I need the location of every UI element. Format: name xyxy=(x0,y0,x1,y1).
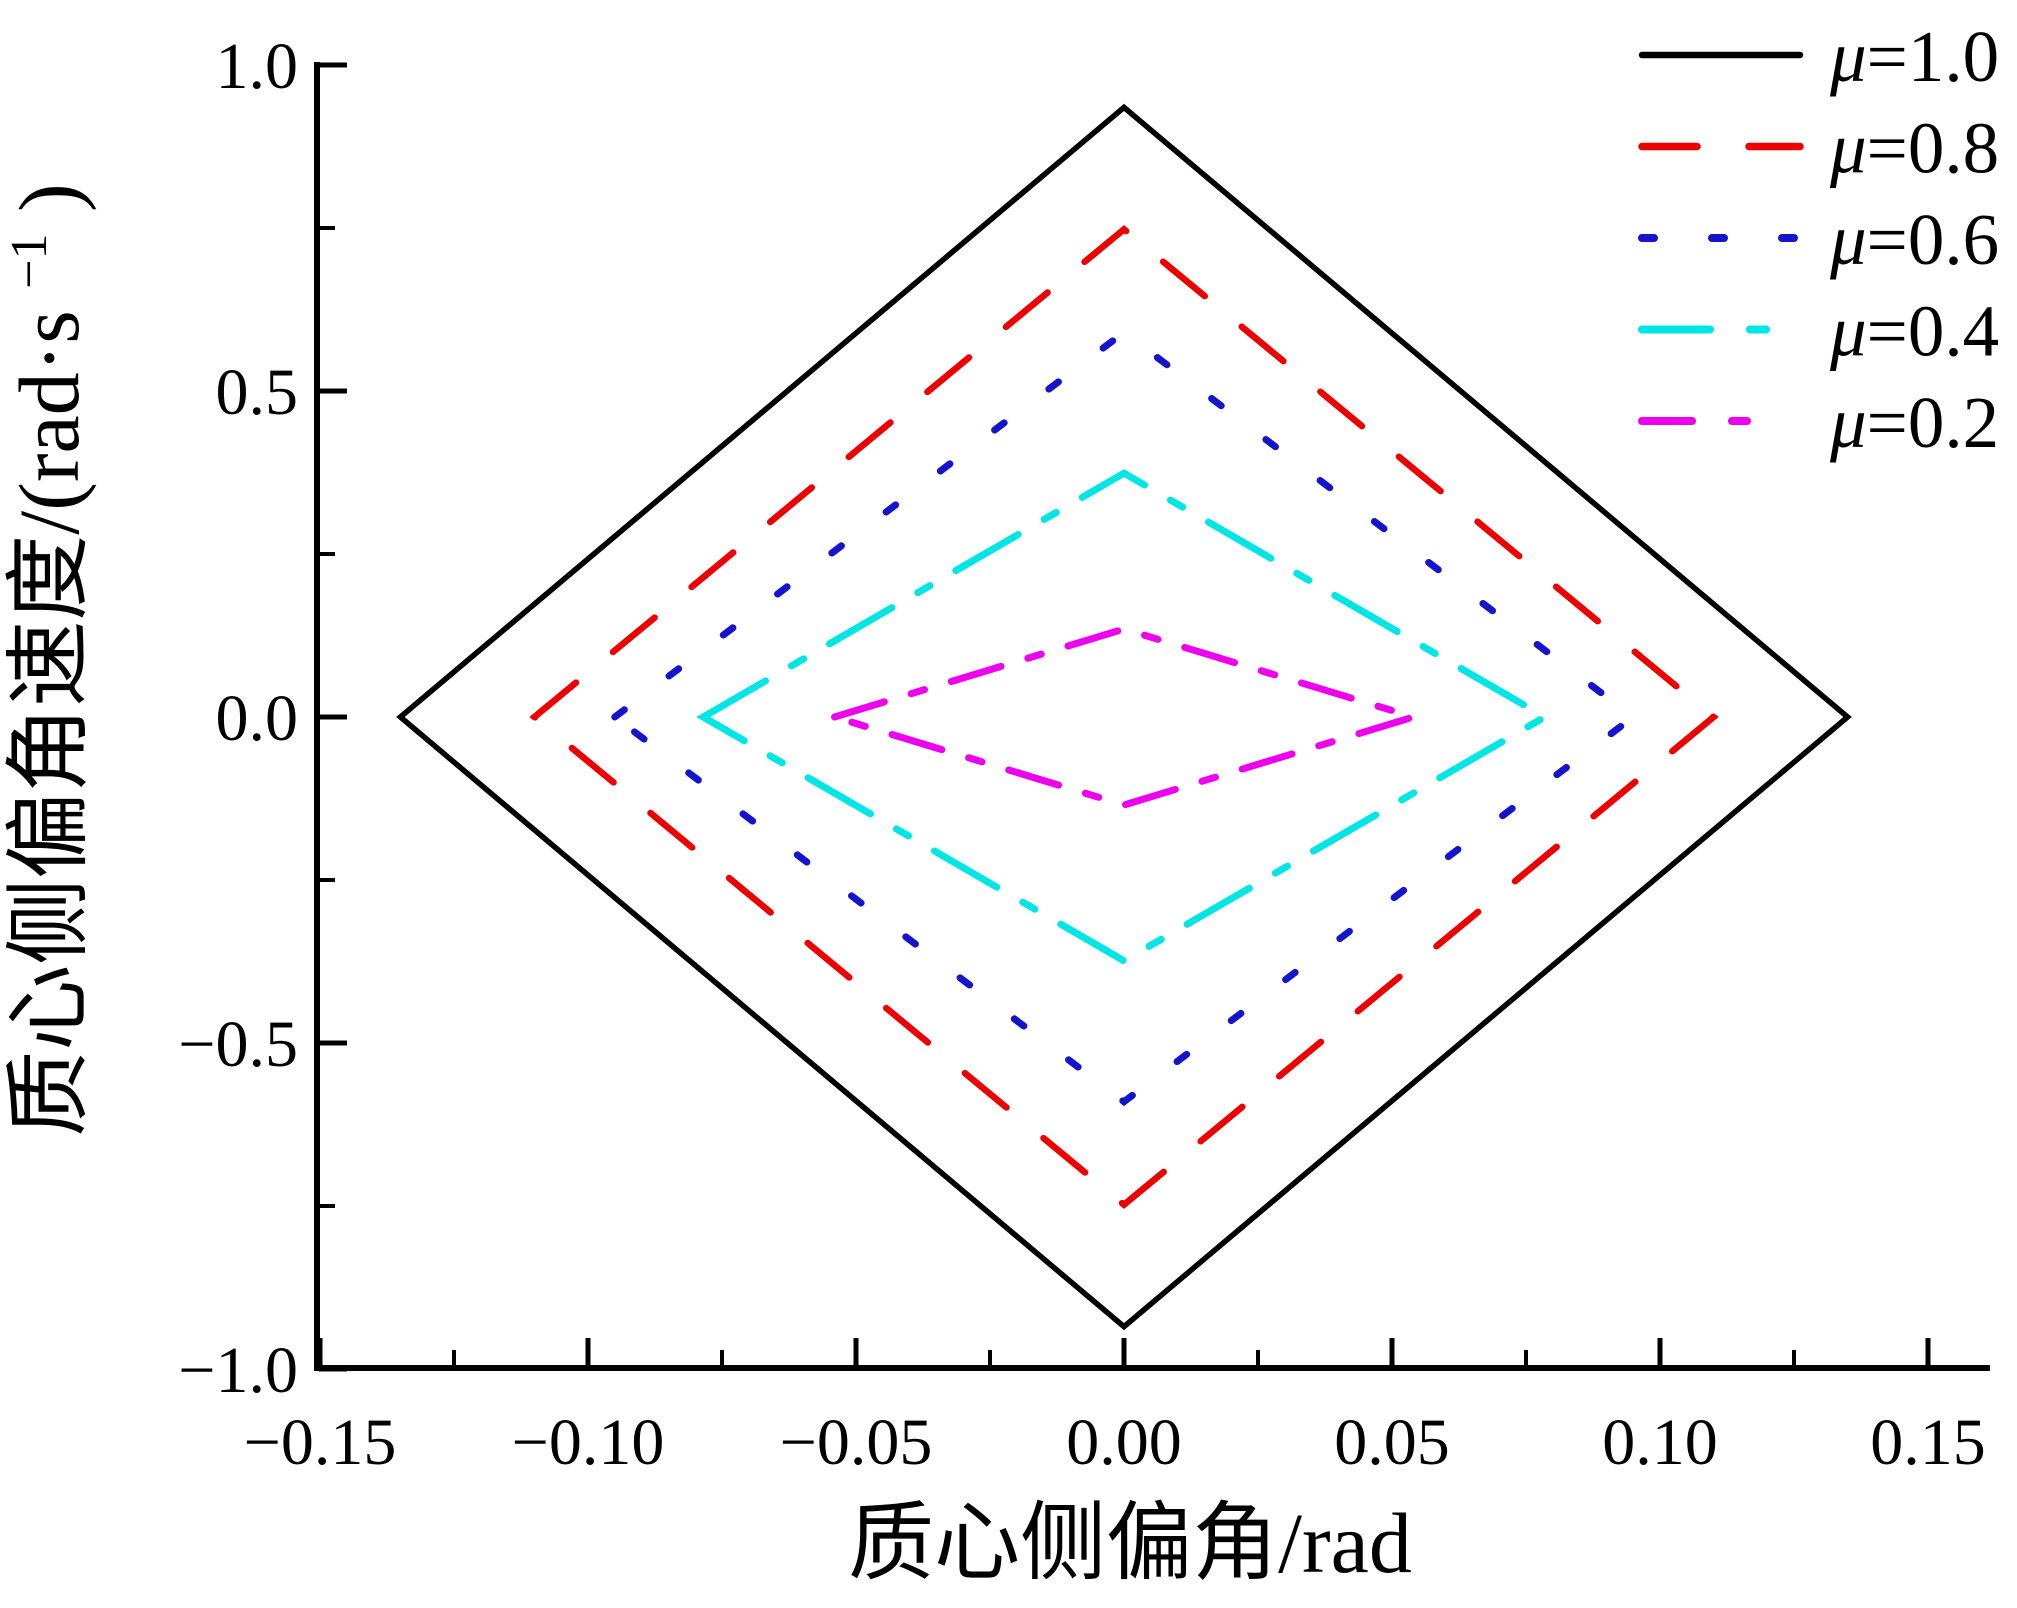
legend-mu-symbol: μ xyxy=(1829,199,1867,280)
x-tick-label: 0.15 xyxy=(1870,1406,1986,1479)
series-mu-0.6 xyxy=(608,327,1640,1107)
x-tick-label: 0.00 xyxy=(1066,1406,1182,1479)
legend-entry-mu-0.4: μ=0.4 xyxy=(1638,291,1999,372)
legend-mu-value: =1.0 xyxy=(1867,16,1999,97)
legend-label: μ=0.4 xyxy=(1829,291,1999,372)
legend-mu-value: =0.8 xyxy=(1867,108,1999,189)
legend-entry-mu-0.6: μ=0.6 xyxy=(1638,199,1999,280)
y-tick-label: 1.0 xyxy=(216,30,299,103)
legend-entry-mu-1.0: μ=1.0 xyxy=(1638,16,1999,97)
x-axis-ticks: −0.15 −0.10 −0.05 0.00 0.05 0.10 0.15 xyxy=(244,1338,1986,1479)
legend-entry-mu-0.2: μ=0.2 xyxy=(1638,382,1999,463)
y-axis-title: 质心侧偏角速度/(rad·s −1 ) xyxy=(0,183,97,1136)
x-tick-label: 0.05 xyxy=(1334,1406,1450,1479)
y-axis-title-main: 质心侧偏角速度/(rad·s xyxy=(1,310,97,1136)
y-axis-ticks: 1.0 0.5 0.0 −0.5 −1.0 xyxy=(178,30,347,1407)
y-tick-label: 0.0 xyxy=(216,682,299,755)
legend-label: μ=0.8 xyxy=(1829,108,1999,189)
series-group xyxy=(396,103,1852,1331)
legend-label: μ=0.6 xyxy=(1829,199,1999,280)
legend-mu-symbol: μ xyxy=(1829,16,1867,97)
legend-mu-symbol: μ xyxy=(1829,382,1867,463)
series-mu-0.4 xyxy=(696,469,1552,965)
y-axis-title-superscript: −1 xyxy=(1,233,58,288)
legend-label: μ=1.0 xyxy=(1829,16,1999,97)
x-tick-label: −0.10 xyxy=(512,1406,665,1479)
legend-mu-symbol: μ xyxy=(1829,108,1867,189)
legend-mu-value: =0.6 xyxy=(1867,199,1999,280)
x-tick-label: 0.10 xyxy=(1602,1406,1718,1479)
legend-label: μ=0.2 xyxy=(1829,382,1999,463)
x-tick-label: −0.05 xyxy=(780,1406,933,1479)
x-axis-title: 质心侧偏角/rad xyxy=(848,1495,1412,1591)
legend-mu-value: =0.2 xyxy=(1867,382,1999,463)
x-tick-label: −0.15 xyxy=(244,1406,397,1479)
legend-mu-value: =0.4 xyxy=(1867,291,1999,372)
legend-mu-symbol: μ xyxy=(1829,291,1867,372)
y-tick-label: −1.0 xyxy=(178,1334,298,1407)
series-mu-0.8 xyxy=(529,225,1719,1209)
series-mu-1.0 xyxy=(396,103,1852,1331)
y-axis-title-close-paren: ) xyxy=(1,183,97,212)
y-tick-label: −0.5 xyxy=(178,1008,298,1081)
legend-entry-mu-0.8: μ=0.8 xyxy=(1638,108,1999,189)
legend: μ=1.0μ=0.8μ=0.6μ=0.4μ=0.2 xyxy=(1638,16,1999,463)
y-tick-label: 0.5 xyxy=(216,356,299,429)
series-mu-0.2 xyxy=(822,625,1426,809)
